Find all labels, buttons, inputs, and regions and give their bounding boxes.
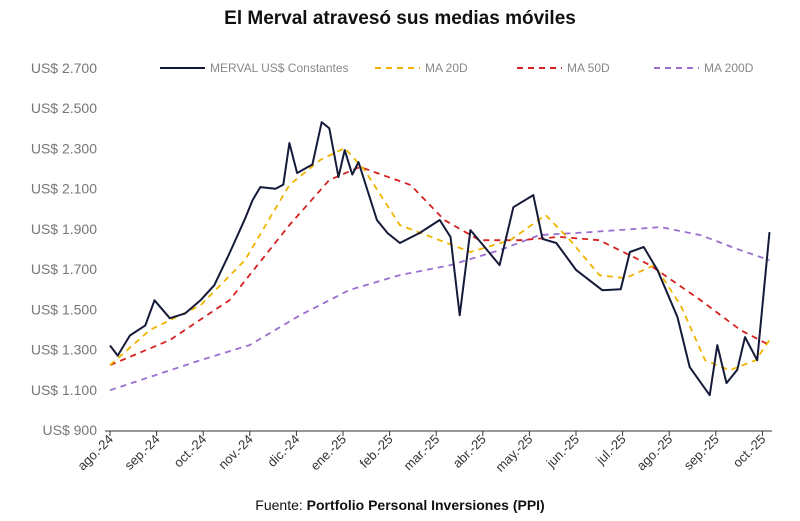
y-tick-label: US$ 2.500 [31,100,97,116]
y-tick-label: US$ 2.100 [31,181,97,197]
x-tick-label: oct.-24 [171,432,210,471]
x-axis: ago.-24 sep.-24 oct.-24 nov.-24 dic.-24 ene.-… [74,430,772,475]
series-line-3 [109,226,770,392]
x-tick-label: sep.-25 [681,432,722,473]
legend-label: MA 200D [704,61,754,75]
x-tick-label: may.-25 [492,432,535,475]
series-line-0 [109,121,771,397]
x-tick-label: dic.-24 [264,432,302,470]
legend: MERVAL US$ Constantes MA 20D MA 50D MA 200D [160,61,754,75]
source-prefix: Fuente: [255,497,303,513]
legend-label: MA 50D [567,61,610,75]
series-line-2 [109,166,770,367]
x-tick-label: jul.-25 [592,432,628,468]
y-tick-label: US$ 1.900 [31,221,97,237]
y-tick-label: US$ 1.100 [31,382,97,398]
x-tick-label: feb.-25 [356,432,395,471]
y-tick-label: US$ 1.300 [31,342,97,358]
x-tick-label: nov.-24 [215,432,256,473]
source-name: Portfolio Personal Inversiones (PPI) [306,497,545,513]
y-tick-label: US$ 1.500 [31,301,97,317]
legend-label: MERVAL US$ Constantes [210,61,349,75]
x-tick-label: mar.-25 [401,432,443,474]
x-tick-label: ene.-25 [307,432,349,474]
series-line-1 [109,147,771,372]
x-tick-label: sep.-24 [121,432,162,473]
y-tick-label: US$ 900 [43,422,98,438]
y-tick-label: US$ 1.700 [31,261,97,277]
x-tick-label: ago.-25 [634,432,676,474]
x-tick-label: abr.-25 [450,432,489,471]
legend-label: MA 20D [425,61,468,75]
chart-title: El Merval atravesó sus medias móviles [224,8,576,29]
source-note: Fuente: Portfolio Personal Inversiones (… [0,497,800,513]
series-lines [109,121,771,397]
y-axis: US$ 900 US$ 1.100 US$ 1.300 US$ 1.500 US$ 1.… [31,60,97,438]
x-tick-label: oct.-25 [730,432,769,471]
y-tick-label: US$ 2.300 [31,140,97,156]
x-tick-label: jun.-25 [543,432,582,471]
y-tick-label: US$ 2.700 [31,60,97,76]
